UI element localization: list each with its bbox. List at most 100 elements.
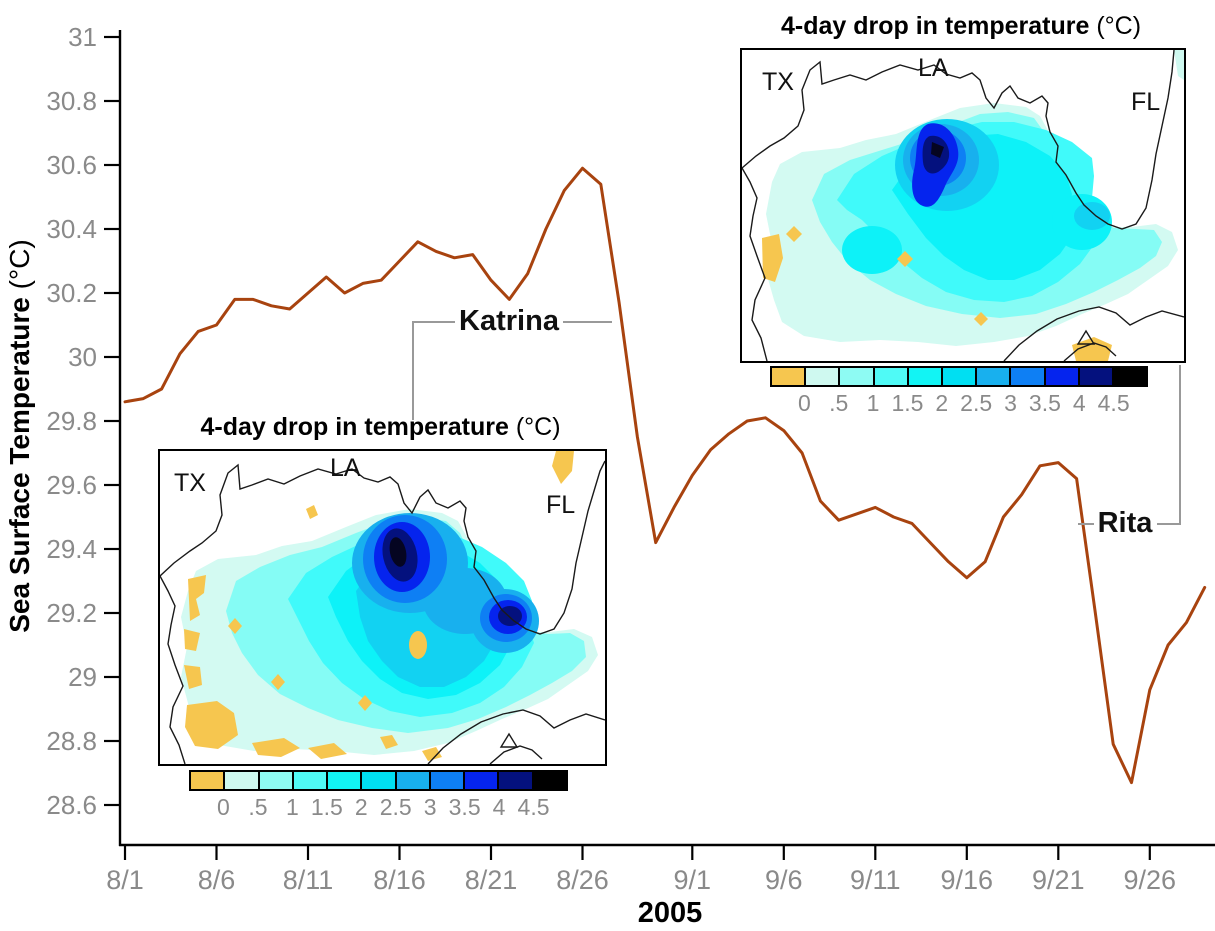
colorbar-tick-label: 3 (1004, 390, 1017, 416)
rita-inset-title-units: (°C) (1096, 12, 1142, 40)
colorbar-tick-label: 4.5 (1097, 390, 1130, 416)
x-tick-label: 9/21 (1032, 865, 1085, 895)
colorbar-cell (1111, 368, 1147, 385)
x-tick-label: 9/26 (1124, 865, 1177, 895)
katrina-map-label-tx: TX (174, 469, 206, 497)
colorbar-tick-label: 4.5 (517, 794, 550, 820)
x-tick-label: 9/16 (941, 865, 994, 895)
rita-map-label-la: LA (918, 54, 949, 82)
x-tick-label: 9/6 (765, 865, 803, 895)
y-tick-label: 28.8 (46, 726, 97, 756)
y-tick-label: 29.6 (46, 470, 97, 500)
rita-map-label-tx: TX (762, 68, 794, 96)
colorbar-cell (531, 772, 566, 789)
colorbar-cell (223, 772, 258, 789)
colorbar-tick-label: .5 (829, 390, 849, 416)
rita-inset-title-text: 4-day drop in temperature (780, 12, 1090, 40)
coastline (742, 50, 1184, 361)
colorbar-cell (838, 368, 873, 385)
y-tick-label: 29 (68, 662, 97, 692)
colorbar-cell (975, 368, 1010, 385)
rita-colorbar-cells (770, 366, 1148, 387)
colorbar-cell (872, 368, 907, 385)
colorbar-tick-label: 3 (423, 794, 437, 820)
colorbar-cell (257, 772, 292, 789)
coastline (160, 460, 605, 764)
katrina-inset-title-units: (°C) (515, 413, 561, 441)
colorbar-tick-label: 1.5 (310, 794, 343, 820)
colorbar-cell (326, 772, 361, 789)
x-tick-label: 8/21 (465, 865, 518, 895)
x-tick-label: 9/11 (850, 865, 901, 895)
colorbar-cell (291, 772, 327, 789)
warm-anomaly-patches (184, 451, 574, 761)
y-axis-title-units: (°C) (4, 239, 35, 290)
colorbar-cell (772, 368, 805, 385)
y-axis-title: Sea Surface Temperature (°C) (4, 156, 40, 716)
colorbar-tick-label: 0 (797, 390, 811, 416)
x-tick-label: 8/16 (373, 865, 426, 895)
colorbar-tick-label: 3.5 (448, 794, 481, 820)
y-tick-label: 29.2 (46, 598, 97, 628)
rita-colorbar-ticks: 0 .5 1 1.5 2 2.5 3 3.5 4 4.5 (770, 387, 1148, 416)
colorbar-cell (428, 772, 464, 789)
y-tick-label: 30.6 (46, 150, 97, 180)
katrina-colorbar: 0 .5 1 1.5 2 2.5 3 3.5 4 4.5 (189, 770, 568, 820)
rita-map: TX LA FL (740, 48, 1186, 363)
annotation-katrina: Katrina (459, 305, 559, 337)
y-tick-label: 30 (68, 342, 97, 372)
katrina-map-label-fl: FL (546, 491, 575, 519)
colorbar-tick-label: 1 (285, 794, 299, 820)
katrina-inset-title: 4-day drop in temperature (°C) (158, 413, 603, 442)
x-tick-label: 8/26 (556, 865, 609, 895)
colorbar-tick-label: 2 (935, 390, 949, 416)
katrina-inset-title-text: 4-day drop in temperature (200, 413, 509, 441)
colorbar-tick-label: 2.5 (379, 794, 412, 820)
katrina-colorbar-cells (189, 770, 568, 791)
y-tick-label: 29.8 (46, 406, 97, 436)
katrina-map: TX LA FL (158, 449, 607, 766)
sst-line (123, 166, 1207, 785)
y-tick-label: 31 (68, 22, 97, 52)
y-tick-label: 30.8 (46, 86, 97, 116)
colorbar-tick-label: 3.5 (1028, 390, 1061, 416)
x-tick-label: 8/11 (283, 865, 334, 895)
colorbar-cell (497, 772, 532, 789)
colorbar-cell (463, 772, 498, 789)
y-tick-label: 30.2 (46, 278, 97, 308)
y-tick-label: 28.6 (46, 790, 97, 820)
colorbar-cell (804, 368, 839, 385)
katrina-map-label-la: LA (330, 454, 361, 482)
y-tick-label: 29.4 (46, 534, 97, 564)
colorbar-tick-label: .5 (248, 794, 268, 820)
colorbar-cell (1043, 368, 1078, 385)
colorbar-tick-label: 4 (492, 794, 506, 820)
rita-map-label-fl: FL (1131, 88, 1160, 116)
colorbar-cell (1077, 368, 1112, 385)
warm-anomaly-patches (762, 226, 1112, 361)
y-axis-title-text: Sea Surface Temperature (4, 297, 35, 633)
katrina-connector-left (412, 321, 455, 420)
x-tick-label: 8/6 (198, 865, 236, 895)
rita-inset-title: 4-day drop in temperature (°C) (740, 12, 1182, 41)
katrina-colorbar-ticks: 0 .5 1 1.5 2 2.5 3 3.5 4 4.5 (189, 791, 568, 820)
rita-connector-right (1157, 365, 1181, 525)
colorbar-tick-label: 2 (354, 794, 368, 820)
colorbar-tick-label: 0 (217, 794, 230, 820)
colorbar-cell (1009, 368, 1044, 385)
x-tick-label: 9/1 (674, 865, 712, 895)
colorbar-tick-label: 4 (1072, 390, 1086, 416)
x-axis-title: 2005 (637, 897, 703, 929)
colorbar-cell (940, 368, 976, 385)
colorbar-tick-label: 2.5 (960, 390, 993, 416)
annotation-rita: Rita (1097, 507, 1153, 539)
colorbar-cell (906, 368, 941, 385)
x-tick-label: 8/1 (106, 865, 144, 895)
colorbar-tick-label: 1.5 (891, 390, 924, 416)
colorbar-cell (360, 772, 395, 789)
colorbar-cell (394, 772, 429, 789)
y-tick-label: 30.4 (46, 214, 97, 244)
rita-colorbar: 0 .5 1 1.5 2 2.5 3 3.5 4 4.5 (770, 366, 1148, 416)
